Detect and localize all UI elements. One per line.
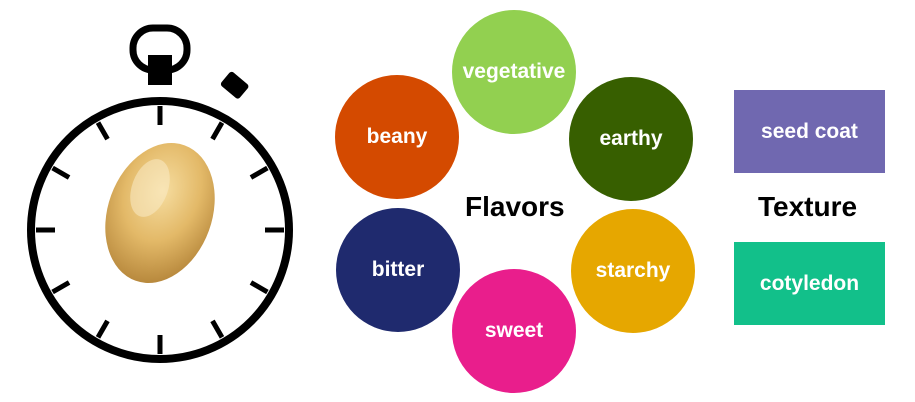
flavor-circle-earthy: earthy — [569, 77, 693, 201]
flavor-label: earthy — [599, 127, 663, 150]
stopwatch-tick — [249, 165, 269, 180]
flavor-circle-beany: beany — [335, 75, 459, 199]
flavor-label: starchy — [595, 259, 671, 282]
flavor-circle-starchy: starchy — [571, 209, 695, 333]
flavor-label: vegetative — [462, 60, 566, 83]
flavor-circle-bitter: bitter — [336, 208, 460, 332]
flavors-heading: Flavors — [465, 191, 565, 222]
stopwatch-tick — [95, 319, 110, 339]
flavor-label: sweet — [484, 319, 544, 342]
flavor-circle-vegetative: vegetative — [452, 10, 576, 134]
stopwatch-tick — [95, 121, 110, 141]
texture-heading: Texture — [758, 191, 858, 222]
flavor-label: bitter — [371, 258, 425, 281]
flavor-label: beany — [366, 125, 428, 148]
stopwatch-tick — [249, 280, 269, 295]
texture-box-cotyledon: cotyledon — [734, 242, 885, 325]
stopwatch-tick — [210, 319, 225, 339]
texture-label: cotyledon — [759, 271, 860, 295]
texture-label: seed coat — [761, 119, 858, 143]
stopwatch-tick — [210, 121, 225, 141]
stopwatch-tick — [51, 280, 71, 295]
flavor-circle-sweet: sweet — [452, 269, 576, 393]
stopwatch-tick — [51, 165, 71, 180]
stopwatch-icon — [27, 24, 293, 363]
texture-box-seed-coat: seed coat — [734, 90, 885, 173]
soybean-icon — [105, 143, 215, 283]
